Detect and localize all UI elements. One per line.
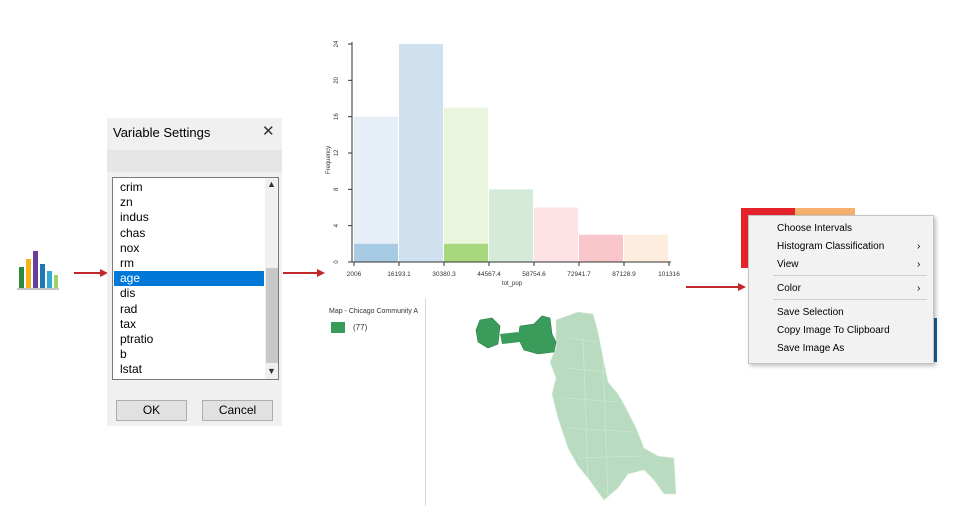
x-tick-label: 101316 xyxy=(658,271,680,278)
map-boundaries xyxy=(562,337,644,499)
menu-item-label: Copy Image To Clipboard xyxy=(777,325,890,336)
variable-settings-dialog: Variable Settings ✕ crim zn indus chas nox rm… xyxy=(107,118,282,426)
x-tick-label: 44567.4 xyxy=(477,271,501,278)
arrow-icon xyxy=(74,269,108,277)
arrow-icon xyxy=(686,283,746,291)
legend-swatch[interactable] xyxy=(331,322,345,333)
map-region-selected xyxy=(517,315,557,355)
map-title: Map - Chicago Community A xyxy=(329,308,419,315)
map-window: Map - Chicago Community A (77) xyxy=(325,298,715,506)
list-item-lstat[interactable]: lstat xyxy=(120,362,143,377)
menu-item-choose-intervals[interactable]: Choose Intervals xyxy=(749,220,933,237)
scroll-up-icon[interactable]: ▲ xyxy=(267,179,276,189)
menu-item-save-image-as[interactable]: Save Image As xyxy=(749,340,933,357)
x-axis-label: tot_pop xyxy=(502,281,523,287)
x-tick-label: 87128.9 xyxy=(612,271,636,278)
histogram-bar[interactable] xyxy=(579,234,623,262)
list-item-tax[interactable]: tax xyxy=(120,316,137,331)
list-item-b[interactable]: b xyxy=(120,347,127,362)
x-tick-label: 2006 xyxy=(347,271,362,278)
list-item-nox[interactable]: nox xyxy=(120,240,140,255)
map-region-selected xyxy=(475,317,501,349)
dialog-title: Variable Settings xyxy=(113,125,211,140)
menu-separator xyxy=(773,275,927,276)
histogram-bar[interactable] xyxy=(624,234,668,262)
x-tick-label: 30380.3 xyxy=(432,271,456,278)
menu-item-label: Save Selection xyxy=(777,307,844,318)
list-item-age[interactable]: age xyxy=(114,271,264,287)
menu-separator xyxy=(773,299,927,300)
histogram-bar-highlight[interactable] xyxy=(444,243,488,262)
close-icon[interactable]: ✕ xyxy=(262,123,275,140)
histogram-bar[interactable] xyxy=(444,107,488,262)
histogram-window: 0 4 8 12 16 20 24 2006 16193.1 30380.3 44567.4 5875… xyxy=(325,30,685,295)
cancel-button[interactable]: Cancel xyxy=(202,400,273,421)
scrollbar[interactable]: ▲ ▼ xyxy=(265,178,278,379)
list-item-indus[interactable]: indus xyxy=(120,210,149,225)
map-canvas[interactable] xyxy=(428,298,715,506)
list-item-rad[interactable]: rad xyxy=(120,301,138,316)
y-tick-label: 8 xyxy=(334,187,340,191)
menu-item-label: Histogram Classification xyxy=(777,241,885,252)
menu-item-label: Save Image As xyxy=(777,343,845,354)
y-tick-label: 0 xyxy=(334,260,340,264)
histogram-app-icon[interactable] xyxy=(16,245,60,291)
list-item-zn[interactable]: zn xyxy=(120,195,133,210)
menu-item-label: View xyxy=(777,259,799,270)
menu-item-label: Choose Intervals xyxy=(777,223,853,234)
y-tick-label: 16 xyxy=(334,113,340,120)
list-item-rm[interactable]: rm xyxy=(120,256,134,270)
chevron-right-icon: › xyxy=(917,259,921,270)
histogram-bar[interactable] xyxy=(534,207,578,263)
scroll-thumb[interactable] xyxy=(266,268,278,363)
menu-item-histogram-classification[interactable]: Histogram Classification › xyxy=(749,238,933,255)
histogram-bar[interactable] xyxy=(489,189,533,262)
list-item-crim[interactable]: crim xyxy=(120,180,143,194)
chevron-right-icon: › xyxy=(917,241,921,252)
dialog-header-strip xyxy=(107,150,282,172)
map-legend-panel: Map - Chicago Community A (77) xyxy=(325,298,426,506)
chevron-right-icon: › xyxy=(917,283,921,294)
variable-list[interactable]: crim zn indus chas nox rm age dis rad tax ptratio b… xyxy=(112,177,279,380)
scroll-down-icon[interactable]: ▼ xyxy=(267,366,276,376)
y-axis-label: Frequency xyxy=(326,146,332,174)
list-item-dis[interactable]: dis xyxy=(120,286,136,301)
map-region-selected xyxy=(500,332,520,344)
legend-label: (77) xyxy=(353,323,368,332)
histogram-chart[interactable]: 0 4 8 12 16 20 24 2006 16193.1 30380.3 44567.4 5875… xyxy=(325,30,685,295)
menu-item-save-selection[interactable]: Save Selection xyxy=(749,304,933,321)
menu-item-color[interactable]: Color › xyxy=(749,280,933,297)
list-item-chas[interactable]: chas xyxy=(120,225,146,240)
histogram-bar[interactable] xyxy=(399,44,443,262)
y-tick-label: 20 xyxy=(334,76,340,83)
arrow-icon xyxy=(283,269,325,277)
y-tick-label: 12 xyxy=(334,149,340,156)
menu-item-copy-image-to-clipboard[interactable]: Copy Image To Clipboard xyxy=(749,322,933,339)
histogram-bar-highlight[interactable] xyxy=(354,243,398,262)
context-menu: Choose Intervals Histogram Classification… xyxy=(748,215,934,364)
menu-item-label: Color xyxy=(777,283,801,294)
x-tick-label: 16193.1 xyxy=(387,271,411,278)
ok-button[interactable]: OK xyxy=(116,400,187,421)
y-tick-label: 24 xyxy=(334,40,340,47)
y-tick-label: 4 xyxy=(334,223,340,227)
list-item-ptratio[interactable]: ptratio xyxy=(120,332,154,346)
x-tick-label: 58754.6 xyxy=(522,271,546,278)
x-tick-label: 72941.7 xyxy=(567,271,591,278)
map-region-city xyxy=(549,311,677,501)
menu-item-view[interactable]: View › xyxy=(749,256,933,273)
histogram-bar[interactable] xyxy=(354,116,398,263)
